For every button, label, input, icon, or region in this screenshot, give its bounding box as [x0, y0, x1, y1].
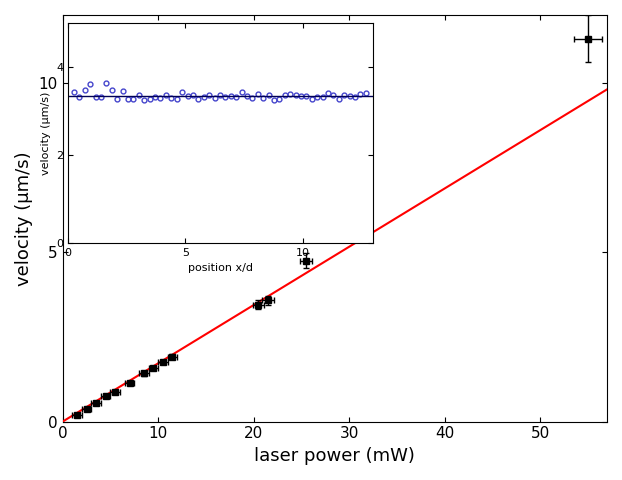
X-axis label: laser power (mW): laser power (mW) [254, 447, 415, 465]
Y-axis label: velocity (μm/s): velocity (μm/s) [15, 151, 33, 286]
